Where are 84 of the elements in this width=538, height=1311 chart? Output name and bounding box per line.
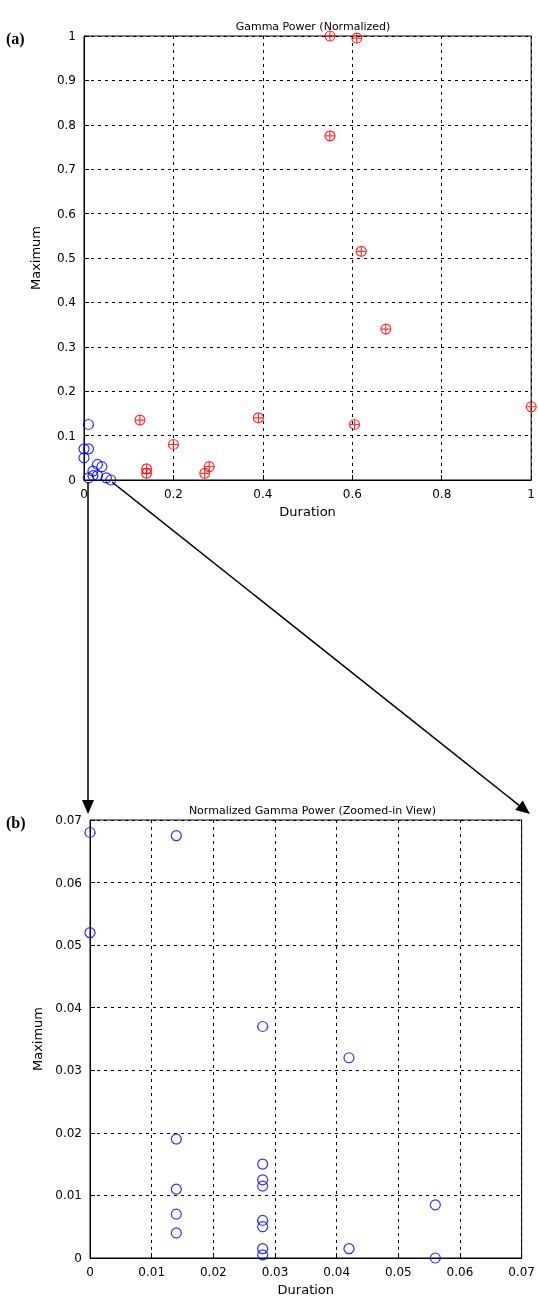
x-tick-label: 0 (86, 1265, 94, 1279)
y-tick-label: 0.4 (56, 295, 76, 310)
point (78, 452, 90, 464)
x-tick-label: 1 (527, 487, 535, 501)
point (257, 1180, 269, 1192)
x-tick-label: 0.02 (199, 1265, 227, 1279)
x-axis-title: Duration (277, 1281, 335, 1297)
point (355, 245, 367, 257)
point (170, 1227, 182, 1239)
point (141, 463, 153, 475)
point (257, 1214, 269, 1227)
point (324, 130, 336, 142)
y-tick-label: 0.5 (56, 251, 76, 265)
point (429, 1199, 441, 1211)
y-tick-label: 0.07 (55, 813, 82, 827)
y-tick-label: 0.06 (55, 875, 82, 890)
point (203, 461, 215, 473)
point (170, 830, 182, 842)
x-tick-label: 0.01 (138, 1265, 166, 1279)
point (170, 1133, 182, 1145)
x-tick-label: 0.05 (384, 1265, 412, 1279)
x-axis-title: Duration (279, 503, 336, 519)
point (96, 461, 108, 473)
x-tick-label: 0.4 (253, 487, 273, 501)
point (105, 474, 117, 486)
point (343, 1052, 355, 1064)
point (252, 412, 264, 424)
y-tick-label: 1 (68, 29, 76, 43)
y-tick-label: 0.01 (55, 1188, 82, 1203)
point (257, 1174, 269, 1186)
point (257, 1243, 269, 1255)
y-tick-label: 0.05 (55, 938, 82, 953)
point (141, 467, 153, 479)
x-tick-label: 0.03 (261, 1265, 289, 1279)
x-tick-label: 0.8 (432, 487, 452, 501)
y-tick-label: 0.1 (56, 428, 76, 443)
y-tick-label: 0.03 (55, 1063, 82, 1078)
y-tick-label: 0.7 (56, 162, 76, 177)
point (82, 443, 95, 455)
point (100, 472, 112, 484)
point (84, 826, 96, 839)
point (82, 472, 95, 484)
point (82, 418, 95, 431)
point (199, 467, 211, 479)
x-tick-label: 0.06 (446, 1265, 474, 1279)
y-tick-label: 0.04 (55, 1000, 82, 1015)
point (91, 458, 104, 471)
text: (a) (6, 29, 25, 48)
point (91, 469, 104, 482)
point (257, 1221, 269, 1233)
point (134, 414, 146, 426)
chart-title: Gamma Power (Normalized) (235, 20, 391, 33)
y-tick-label: 0.9 (56, 73, 76, 88)
y-tick-label: 0.8 (56, 117, 76, 132)
x-tick-label: 0.04 (323, 1265, 351, 1279)
point (170, 1208, 182, 1220)
point (429, 1252, 441, 1264)
y-axis-title: Maximum (28, 225, 43, 291)
text: (b) (6, 813, 26, 832)
point (351, 32, 363, 44)
point (257, 1249, 269, 1261)
x-tick-label: 0.07 (508, 1265, 535, 1279)
x-tick-label: 0.6 (342, 487, 362, 501)
point (380, 323, 392, 335)
point (78, 443, 90, 455)
y-tick-label: 0 (74, 1251, 82, 1265)
y-tick-label: 0.3 (56, 339, 76, 354)
point (348, 418, 361, 431)
y-tick-label: 0.6 (56, 206, 76, 221)
point (525, 401, 537, 413)
chart-title: Normalized Gamma Power (Zoomed-in View) (188, 804, 437, 817)
point (170, 1183, 182, 1195)
y-tick-label: 0.02 (55, 1125, 82, 1140)
point (343, 1243, 355, 1255)
point (167, 438, 180, 451)
point (257, 1020, 269, 1033)
point (87, 469, 99, 482)
point (257, 1158, 269, 1170)
y-tick-label: 0.2 (56, 384, 76, 399)
point (87, 465, 99, 477)
y-axis-title: Maximum (30, 1006, 46, 1072)
x-tick-label: 0.2 (163, 487, 183, 501)
y-tick-label: 0 (68, 473, 76, 487)
point (84, 927, 96, 939)
